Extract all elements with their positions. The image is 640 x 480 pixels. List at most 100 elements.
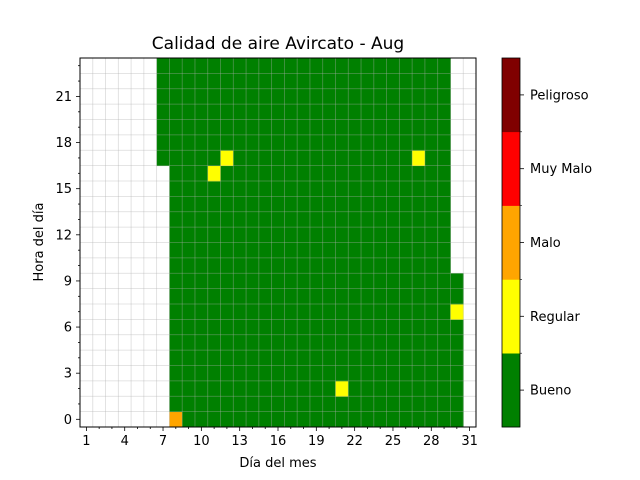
heatmap-cell <box>335 196 349 213</box>
heatmap-cell <box>258 334 273 351</box>
heatmap-cell <box>233 257 247 274</box>
heatmap-cell <box>373 150 387 167</box>
heatmap-cell <box>386 242 400 259</box>
heatmap-cell <box>348 211 362 228</box>
heatmap-cell <box>207 104 221 120</box>
heatmap-cell <box>348 58 362 74</box>
heatmap-cell <box>169 257 183 274</box>
heatmap-cell <box>424 119 439 136</box>
heatmap-cell <box>246 365 260 382</box>
heatmap-cell <box>335 334 349 351</box>
heatmap-cell <box>297 119 311 136</box>
heatmap-cell <box>271 242 285 259</box>
heatmap-cell <box>246 211 260 228</box>
heatmap-cell <box>182 350 196 366</box>
heatmap-cell <box>309 88 324 105</box>
heatmap-cell <box>271 365 285 382</box>
heatmap-cell <box>322 150 336 167</box>
heatmap-cell <box>412 288 426 305</box>
heatmap-cell <box>233 350 247 366</box>
heatmap-cell <box>412 304 426 320</box>
heatmap-cell <box>335 211 349 228</box>
heatmap-cell <box>399 58 413 74</box>
heatmap-cell <box>399 273 413 290</box>
heatmap-cell <box>258 396 273 413</box>
x-tick-label: 10 <box>193 434 210 449</box>
heatmap-cell <box>386 304 400 320</box>
y-tick-label: 12 <box>55 228 72 243</box>
y-tick-label: 3 <box>64 367 72 382</box>
heatmap-cell <box>348 350 362 366</box>
heatmap-cell <box>424 365 439 382</box>
heatmap-cell <box>373 58 387 74</box>
heatmap-cell <box>437 150 451 167</box>
heatmap-cell <box>297 242 311 259</box>
heatmap-cell <box>271 181 285 197</box>
heatmap-cell <box>182 196 196 213</box>
heatmap-cell <box>386 211 400 228</box>
heatmap-cells <box>156 58 464 428</box>
colorbar: Bueno Regular Malo Muy Malo Peligroso <box>501 57 592 428</box>
heatmap-cell <box>322 104 336 120</box>
heatmap-cell <box>424 88 439 105</box>
heatmap-cell <box>194 365 209 382</box>
heatmap-cell <box>361 104 375 120</box>
heatmap-cell <box>258 196 273 213</box>
heatmap-cell <box>399 365 413 382</box>
heatmap-cell <box>373 134 387 151</box>
heatmap-cell <box>258 88 273 105</box>
heatmap-cell <box>361 396 375 413</box>
heatmap-cell <box>233 396 247 413</box>
heatmap-cell <box>424 181 439 197</box>
heatmap-cell <box>386 165 400 182</box>
heatmap-cell <box>233 380 247 397</box>
heatmap-cell <box>194 380 209 397</box>
heatmap-cell <box>284 211 298 228</box>
heatmap-cell <box>309 58 324 74</box>
heatmap-cell <box>169 273 183 290</box>
heatmap-cell <box>258 380 273 397</box>
heatmap-cell <box>437 227 451 243</box>
heatmap-cell <box>271 88 285 105</box>
heatmap-cell <box>309 150 324 167</box>
heatmap-cell <box>309 350 324 366</box>
heatmap-cell <box>220 134 234 151</box>
heatmap-cell <box>361 134 375 151</box>
heatmap-cell <box>399 304 413 320</box>
heatmap-cell <box>194 134 209 151</box>
heatmap-cell <box>156 134 170 151</box>
colorbar-label: Regular <box>530 310 581 325</box>
x-tick-label: 19 <box>308 434 325 449</box>
heatmap-cell <box>258 350 273 366</box>
heatmap-cell <box>322 273 336 290</box>
heatmap-cell <box>182 304 196 320</box>
heatmap-cell <box>220 211 234 228</box>
heatmap-cell <box>169 150 183 167</box>
heatmap-cell <box>258 319 273 336</box>
heatmap-cell <box>399 134 413 151</box>
heatmap-cell <box>335 88 349 105</box>
heatmap-cell <box>309 119 324 136</box>
heatmap-cell <box>361 88 375 105</box>
heatmap-cell <box>335 350 349 366</box>
heatmap-cell <box>194 58 209 74</box>
heatmap-cell <box>424 134 439 151</box>
heatmap-cell <box>424 380 439 397</box>
heatmap-cell <box>399 196 413 213</box>
heatmap-cell <box>233 319 247 336</box>
heatmap-cell <box>233 273 247 290</box>
heatmap-cell <box>424 257 439 274</box>
heatmap-cell <box>246 119 260 136</box>
heatmap-cell <box>156 119 170 136</box>
heatmap-cell <box>246 257 260 274</box>
heatmap-cell <box>182 150 196 167</box>
heatmap-cell <box>297 134 311 151</box>
heatmap-cell <box>424 396 439 413</box>
heatmap-cell <box>309 181 324 197</box>
heatmap-cell <box>220 380 234 397</box>
heatmap-cell <box>169 119 183 136</box>
heatmap-cell <box>348 288 362 305</box>
heatmap-cell <box>207 181 221 197</box>
heatmap-cell <box>348 273 362 290</box>
heatmap-cell <box>207 304 221 320</box>
